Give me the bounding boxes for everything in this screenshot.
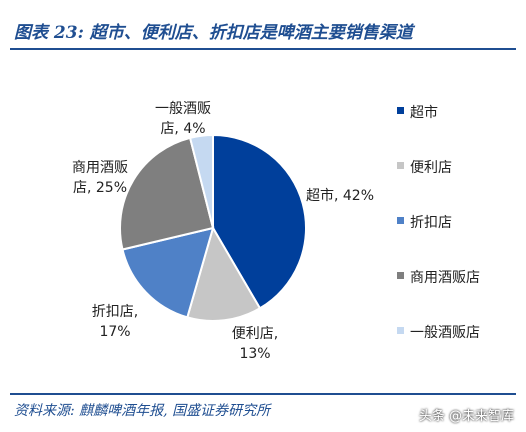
slice-label-3: 折扣店, 17%: [92, 304, 138, 340]
pie-slices: [119, 133, 307, 322]
slice-label-5: 一般酒贩店, 4%: [155, 101, 211, 137]
legend-swatch-1: [397, 107, 404, 114]
legend-label-2: 便利店: [410, 160, 452, 176]
slice-label-1: 超市, 42%: [306, 187, 374, 204]
legend-swatch-5: [397, 327, 404, 334]
pie-slice-1: [212, 133, 307, 310]
title-divider: [10, 48, 516, 50]
legend-label-3: 折扣店: [410, 215, 452, 231]
legend-label-1: 超市: [410, 104, 438, 121]
pie-chart: 超市, 42% 便利店, 13% 折扣店, 17% 商用酒贩店, 25% 一般酒贩店, 4%…: [72, 101, 480, 362]
legend-swatch-3: [397, 217, 404, 224]
legend-swatch-4: [397, 272, 404, 279]
legend-label-4: 商用酒贩店: [410, 270, 480, 286]
pie-slice-5: [188, 133, 214, 229]
pie-slice-2: [186, 225, 262, 322]
legend-label-5: 一般酒贩店: [410, 325, 480, 341]
slice-label-4: 商用酒贩店, 25%: [72, 160, 128, 196]
pie-slice-4: [119, 136, 215, 251]
source-note: 资料来源: 麒麟啤酒年报, 国盛证券研究所: [14, 403, 271, 419]
chart-title: 图表 23: 超市、便利店、折扣店是啤酒主要销售渠道: [14, 23, 413, 43]
watermark: 头条 @未来智库: [418, 409, 514, 424]
pie-slice-3: [121, 226, 215, 319]
pie-labels: 超市, 42% 便利店, 13% 折扣店, 17% 商用酒贩店, 25% 一般酒贩店, 4%: [72, 101, 374, 362]
legend-swatch-2: [397, 162, 404, 169]
slice-label-2: 便利店, 13%: [232, 326, 278, 362]
footer-divider: [10, 393, 516, 395]
